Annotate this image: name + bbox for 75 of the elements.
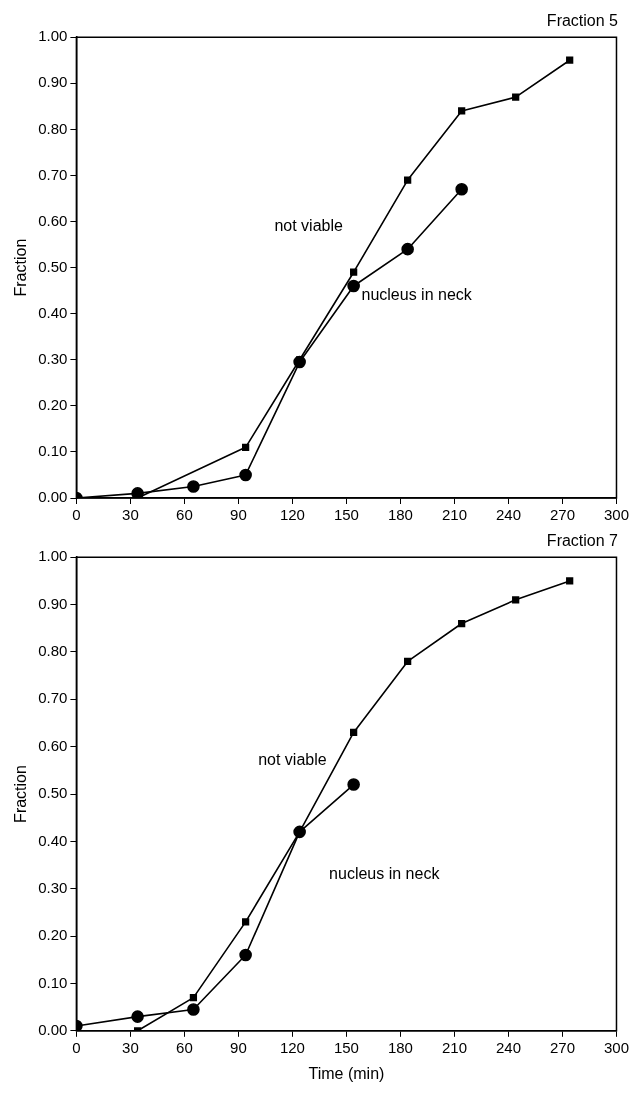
point bbox=[401, 242, 414, 256]
y-tick-label: 0.50 bbox=[38, 257, 68, 275]
x-tick-label: 210 bbox=[441, 1038, 467, 1056]
point bbox=[455, 182, 468, 196]
y-tick-label: 0.00 bbox=[38, 1020, 68, 1038]
point bbox=[512, 596, 520, 604]
point bbox=[458, 619, 466, 628]
x-tick-label: 150 bbox=[333, 506, 359, 524]
x-tick-label: 150 bbox=[333, 1038, 359, 1056]
y-tick-label: 0.90 bbox=[38, 73, 68, 91]
y-tick-label: 0.90 bbox=[38, 594, 68, 612]
x-tick-label: 90 bbox=[230, 1038, 247, 1056]
series-label: not viable bbox=[274, 216, 343, 234]
y-tick-label: 0.80 bbox=[38, 642, 68, 660]
y-tick-label: 0.10 bbox=[38, 973, 68, 991]
y-tick-label: 0.10 bbox=[38, 442, 68, 460]
x-tick-label: 60 bbox=[176, 506, 193, 524]
y-tick-label: 0.20 bbox=[38, 926, 68, 944]
point bbox=[347, 279, 360, 293]
y-tick-label: 1.00 bbox=[38, 27, 68, 45]
point bbox=[347, 778, 360, 791]
y-tick-label: 0.30 bbox=[38, 349, 68, 367]
x-tick-label: 120 bbox=[279, 1038, 305, 1056]
point bbox=[350, 268, 358, 276]
point bbox=[566, 577, 574, 585]
point bbox=[458, 107, 466, 115]
point bbox=[350, 728, 358, 737]
x-tick-label: 180 bbox=[387, 506, 413, 524]
x-tick-label: 300 bbox=[603, 1038, 629, 1056]
point bbox=[187, 480, 200, 493]
point bbox=[404, 657, 412, 666]
y-tick-label: 0.20 bbox=[38, 395, 68, 413]
y-tick-label: 0.60 bbox=[38, 211, 68, 229]
chart-title: Fraction 7 bbox=[546, 532, 619, 550]
y-tick-label: 0.70 bbox=[38, 689, 68, 707]
x-tick-label: 30 bbox=[122, 506, 139, 524]
x-tick-label: 0 bbox=[72, 506, 81, 524]
x-tick-label: 270 bbox=[549, 506, 575, 524]
x-tick-label: 240 bbox=[495, 506, 521, 524]
y-tick-label: 0.40 bbox=[38, 831, 68, 849]
series-label: not viable bbox=[258, 751, 327, 769]
point bbox=[242, 918, 250, 926]
point bbox=[566, 56, 574, 64]
point bbox=[239, 948, 252, 962]
y-tick-label: 0.00 bbox=[38, 488, 68, 506]
x-tick-label: 60 bbox=[176, 1038, 193, 1056]
y-tick-label: 0.50 bbox=[38, 784, 68, 802]
x-tick-label: 240 bbox=[495, 1038, 521, 1056]
x-tick-label: 270 bbox=[549, 1038, 575, 1056]
x-tick-label: 180 bbox=[387, 1038, 413, 1056]
y-tick-label: 0.40 bbox=[38, 303, 68, 321]
point bbox=[512, 93, 520, 101]
y-tick-label: 0.80 bbox=[38, 119, 68, 137]
point bbox=[239, 468, 252, 482]
point bbox=[242, 443, 250, 451]
text: nucleus in neck bbox=[329, 864, 441, 882]
point bbox=[404, 176, 412, 184]
chart-title: Fraction 5 bbox=[546, 12, 619, 30]
x-tick-label: 30 bbox=[122, 1038, 139, 1056]
y-axis-title: Fraction bbox=[12, 765, 30, 823]
x-tick-label: 0 bbox=[72, 1038, 81, 1056]
y-tick-label: 0.70 bbox=[38, 165, 68, 183]
y-tick-label: 1.00 bbox=[38, 547, 68, 565]
x-tick-label: 120 bbox=[279, 506, 305, 524]
point bbox=[189, 994, 198, 1002]
series-label: nucleus in neck bbox=[361, 285, 473, 303]
y-tick-label: 0.30 bbox=[38, 878, 68, 896]
x-axis-title: Time (min) bbox=[308, 1064, 385, 1082]
point bbox=[131, 1010, 144, 1023]
point bbox=[187, 1003, 200, 1016]
y-axis-title: Fraction bbox=[12, 238, 30, 297]
x-tick-label: 210 bbox=[441, 506, 467, 524]
x-tick-label: 300 bbox=[603, 506, 629, 524]
y-tick-label: 0.60 bbox=[38, 736, 68, 754]
x-tick-label: 90 bbox=[230, 506, 247, 524]
